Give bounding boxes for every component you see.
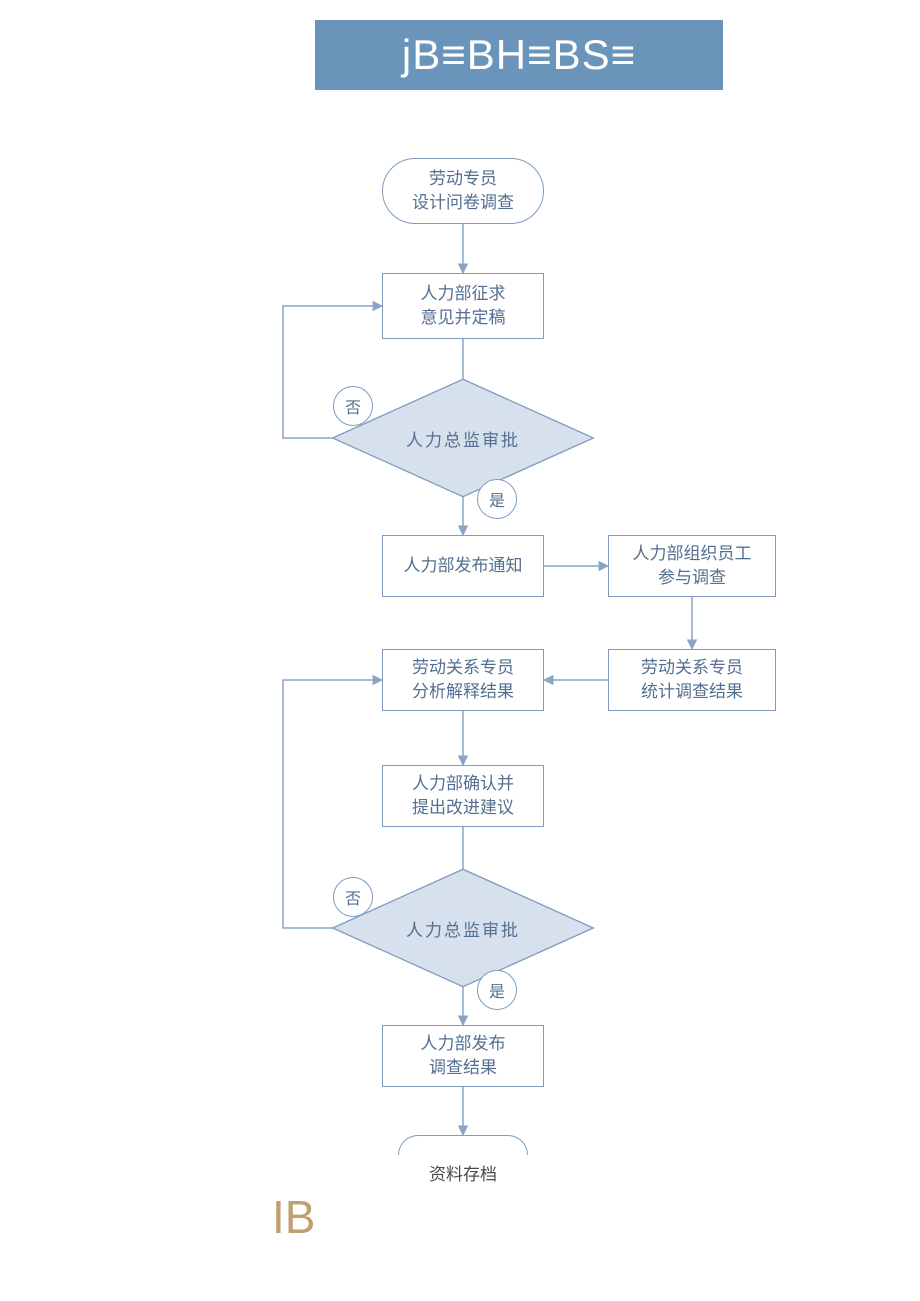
- branch-label: 否: [333, 386, 373, 426]
- node-label: 是: [489, 978, 505, 1002]
- branch-label: 是: [477, 479, 517, 519]
- node-terminator-fragment: [398, 1135, 528, 1155]
- node-process: 人力部发布通知: [382, 535, 544, 597]
- node-process: 人力部发布调查结果: [382, 1025, 544, 1087]
- footer-text: 资料存档: [429, 1165, 497, 1184]
- node-process: 人力部确认并提出改进建议: [382, 765, 544, 827]
- node-label: 劳动关系专员分析解释结果: [412, 656, 514, 704]
- footer-label: 资料存档: [398, 1160, 528, 1185]
- node-terminator: 劳动专员设计问卷调查: [382, 158, 544, 224]
- title-text: jB≡BH≡BS≡: [402, 31, 636, 78]
- node-label: 人力部征求意见并定稿: [421, 282, 506, 330]
- node-label: 劳动专员设计问卷调查: [412, 167, 514, 215]
- node-process: 人力部征求意见并定稿: [382, 273, 544, 339]
- node-process: 人力部组织员工参与调查: [608, 535, 776, 597]
- node-label: 人力部确认并提出改进建议: [412, 772, 514, 820]
- node-decision: 人力总监审批: [372, 397, 554, 479]
- branch-label: 否: [333, 877, 373, 917]
- ib-mark: IB: [272, 1190, 315, 1244]
- node-label: 劳动关系专员统计调查结果: [641, 656, 743, 704]
- node-label: 是: [489, 487, 505, 511]
- node-label: 人力总监审批: [372, 887, 554, 969]
- flowchart-canvas: jB≡BH≡BS≡ 劳动专员设计问卷调查人力部征求意见并定稿人力总监审批否是人力…: [0, 0, 920, 1301]
- branch-label: 是: [477, 970, 517, 1010]
- node-label: 人力部组织员工参与调查: [633, 542, 752, 590]
- node-label: 人力部发布通知: [404, 554, 523, 578]
- node-label: 否: [345, 885, 361, 909]
- node-process: 劳动关系专员统计调查结果: [608, 649, 776, 711]
- node-label: 否: [345, 394, 361, 418]
- title-band: jB≡BH≡BS≡: [315, 20, 723, 90]
- ib-text: IB: [272, 1191, 315, 1243]
- node-label: 人力部发布调查结果: [421, 1032, 506, 1080]
- node-decision: 人力总监审批: [372, 887, 554, 969]
- node-label: 人力总监审批: [372, 397, 554, 479]
- node-process: 劳动关系专员分析解释结果: [382, 649, 544, 711]
